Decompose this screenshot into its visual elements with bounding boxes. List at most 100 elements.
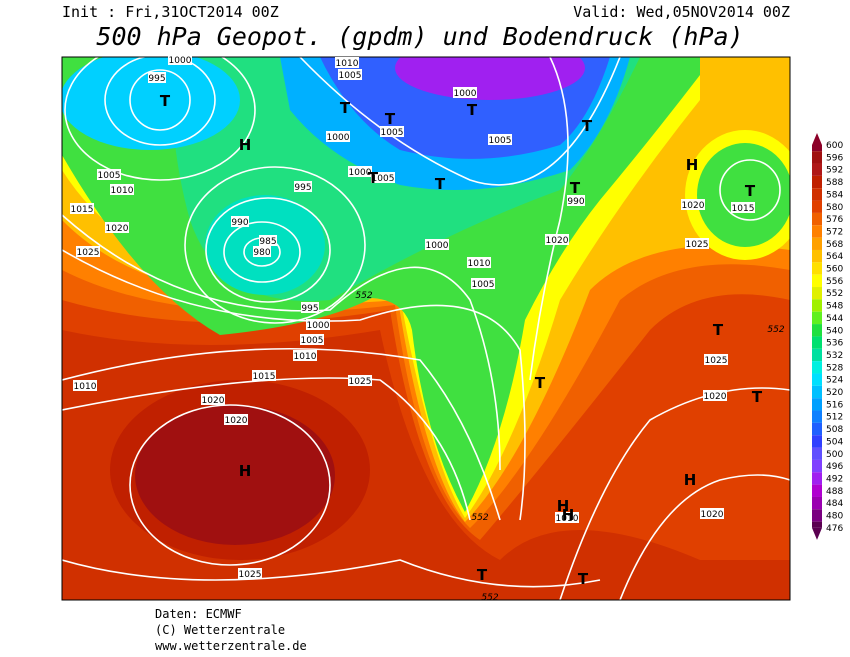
footer-line: Daten: ECMWF bbox=[155, 607, 242, 621]
isobar-label: 1020 bbox=[701, 510, 724, 520]
height-label: 552 bbox=[471, 513, 488, 523]
map-labels: 995 1000 1005 1010 1010 1005 1000 1005 1005 1000 9… bbox=[70, 54, 785, 603]
isobar-label-box bbox=[488, 134, 512, 145]
isobar-label-box bbox=[201, 394, 225, 405]
pressure-center: T bbox=[535, 374, 546, 392]
isobar-label-box bbox=[73, 380, 97, 391]
pressure-center: T bbox=[582, 117, 593, 135]
colorbar-label: 524 bbox=[826, 376, 843, 386]
isobar-label-box bbox=[555, 512, 579, 523]
colorbar-cap bbox=[812, 133, 822, 145]
pressure-center: H bbox=[239, 462, 252, 480]
colorbar-swatch bbox=[812, 422, 822, 436]
colorbar-label: 600 bbox=[826, 141, 843, 151]
pressure-center: T bbox=[368, 169, 379, 187]
isobar-label-box bbox=[252, 370, 276, 381]
isobar-label-box bbox=[348, 375, 372, 386]
isobar-label-box bbox=[371, 172, 395, 183]
isobar-label-box bbox=[105, 222, 129, 233]
colorbar-swatch bbox=[812, 435, 822, 448]
isobar-label-box bbox=[300, 334, 324, 345]
colorbar-label: 576 bbox=[826, 215, 843, 225]
isobar-label: 980 bbox=[253, 248, 270, 258]
isobar-label: 1010 bbox=[294, 352, 317, 362]
isobar-label: 990 bbox=[567, 197, 584, 207]
colorbar-label: 484 bbox=[826, 499, 843, 509]
colorbar-label: 564 bbox=[826, 252, 843, 262]
isobar-label-box bbox=[335, 57, 359, 68]
colorbar-label: 516 bbox=[826, 400, 843, 410]
isobar-label-box bbox=[467, 257, 491, 268]
isobar-label: 1025 bbox=[705, 356, 728, 366]
isobar-label: 1005 bbox=[339, 71, 362, 81]
isobar-label-box bbox=[224, 414, 248, 425]
isobar-label: 1000 bbox=[454, 89, 477, 99]
map-frame bbox=[61, 56, 791, 601]
isobar-label: 1020 bbox=[106, 224, 129, 234]
colorbar-swatch bbox=[812, 212, 822, 226]
isobar-label-box bbox=[425, 239, 449, 250]
colorbar-swatch bbox=[812, 410, 822, 423]
isobar-label: 1005 bbox=[489, 136, 512, 146]
pressure-center: T bbox=[745, 182, 756, 200]
isobar-label: 1000 bbox=[327, 133, 350, 143]
colorbar-swatch bbox=[812, 385, 822, 399]
isobar-label: 995 bbox=[301, 304, 318, 314]
colorbar-label: 568 bbox=[826, 240, 843, 250]
colorbar-swatch bbox=[812, 311, 822, 325]
isobar-label-box bbox=[471, 278, 495, 289]
pressure-center: T bbox=[713, 321, 724, 339]
isobar-label: 1000 bbox=[426, 241, 449, 251]
colorbar-swatch bbox=[812, 509, 822, 522]
footer-line: (C) Wetterzentrale bbox=[155, 623, 285, 637]
isobar-label: 1010 bbox=[74, 382, 97, 392]
isobar-label: 1015 bbox=[71, 205, 94, 215]
colorbar-swatch bbox=[812, 496, 822, 510]
isobar-label: 1000 bbox=[307, 321, 330, 331]
isobar-label-box bbox=[681, 199, 705, 210]
colorbar-swatch bbox=[812, 336, 822, 349]
isobar-label: 1010 bbox=[468, 259, 491, 269]
valid-time: Valid: Wed,05NOV2014 00Z bbox=[573, 3, 790, 21]
colorbar-swatch bbox=[812, 484, 822, 497]
isobar-label: 1005 bbox=[472, 280, 495, 290]
isobar-label-box bbox=[231, 216, 249, 227]
isobar-label: 1010 bbox=[336, 59, 359, 69]
isobar-label-box bbox=[348, 166, 372, 177]
isobar-label: 1020 bbox=[704, 392, 727, 402]
isobar-label-box bbox=[301, 302, 319, 313]
colorbar-swatch bbox=[812, 348, 822, 362]
colorbar-swatch bbox=[812, 249, 822, 263]
isobar-label: 1020 bbox=[202, 396, 225, 406]
isobar-label: 1005 bbox=[301, 336, 324, 346]
pressure-center: H bbox=[557, 497, 570, 515]
pressure-center: T bbox=[570, 179, 581, 197]
colorbar-swatch bbox=[812, 521, 822, 528]
colorbar-label: 520 bbox=[826, 388, 843, 398]
colorbar-swatch bbox=[812, 287, 822, 300]
colorbar-swatch bbox=[812, 175, 822, 189]
pressure-center: T bbox=[340, 99, 351, 117]
isobar-label-box bbox=[293, 350, 317, 361]
isobar-label-box bbox=[110, 184, 134, 195]
init-time: Init : Fri,31OCT2014 00Z bbox=[62, 3, 279, 21]
isobar-label: 1025 bbox=[349, 377, 372, 387]
isobar-label-box bbox=[731, 202, 755, 213]
colorbar-label: 492 bbox=[826, 474, 843, 484]
pressure-center: T bbox=[752, 388, 763, 406]
pressure-center: H bbox=[239, 136, 252, 154]
colorbar-swatch bbox=[812, 200, 822, 213]
pressure-center: T bbox=[477, 566, 488, 584]
pressure-center: T bbox=[467, 101, 478, 119]
colorbar-swatch bbox=[812, 188, 822, 201]
isobar-label-box bbox=[704, 354, 728, 365]
colorbar: 600 596 592 588 584 580 576 572 568 564 560 556 552 5… bbox=[812, 133, 843, 540]
isobar-label-box bbox=[703, 390, 727, 401]
colorbar-swatch bbox=[812, 459, 822, 473]
footer-line: www.wetterzentrale.de bbox=[155, 639, 307, 653]
isobar-label: 1010 bbox=[111, 186, 134, 196]
isobar-label-box bbox=[76, 246, 100, 257]
isobar-label: 1020 bbox=[225, 416, 248, 426]
colorbar-label: 552 bbox=[826, 289, 843, 299]
